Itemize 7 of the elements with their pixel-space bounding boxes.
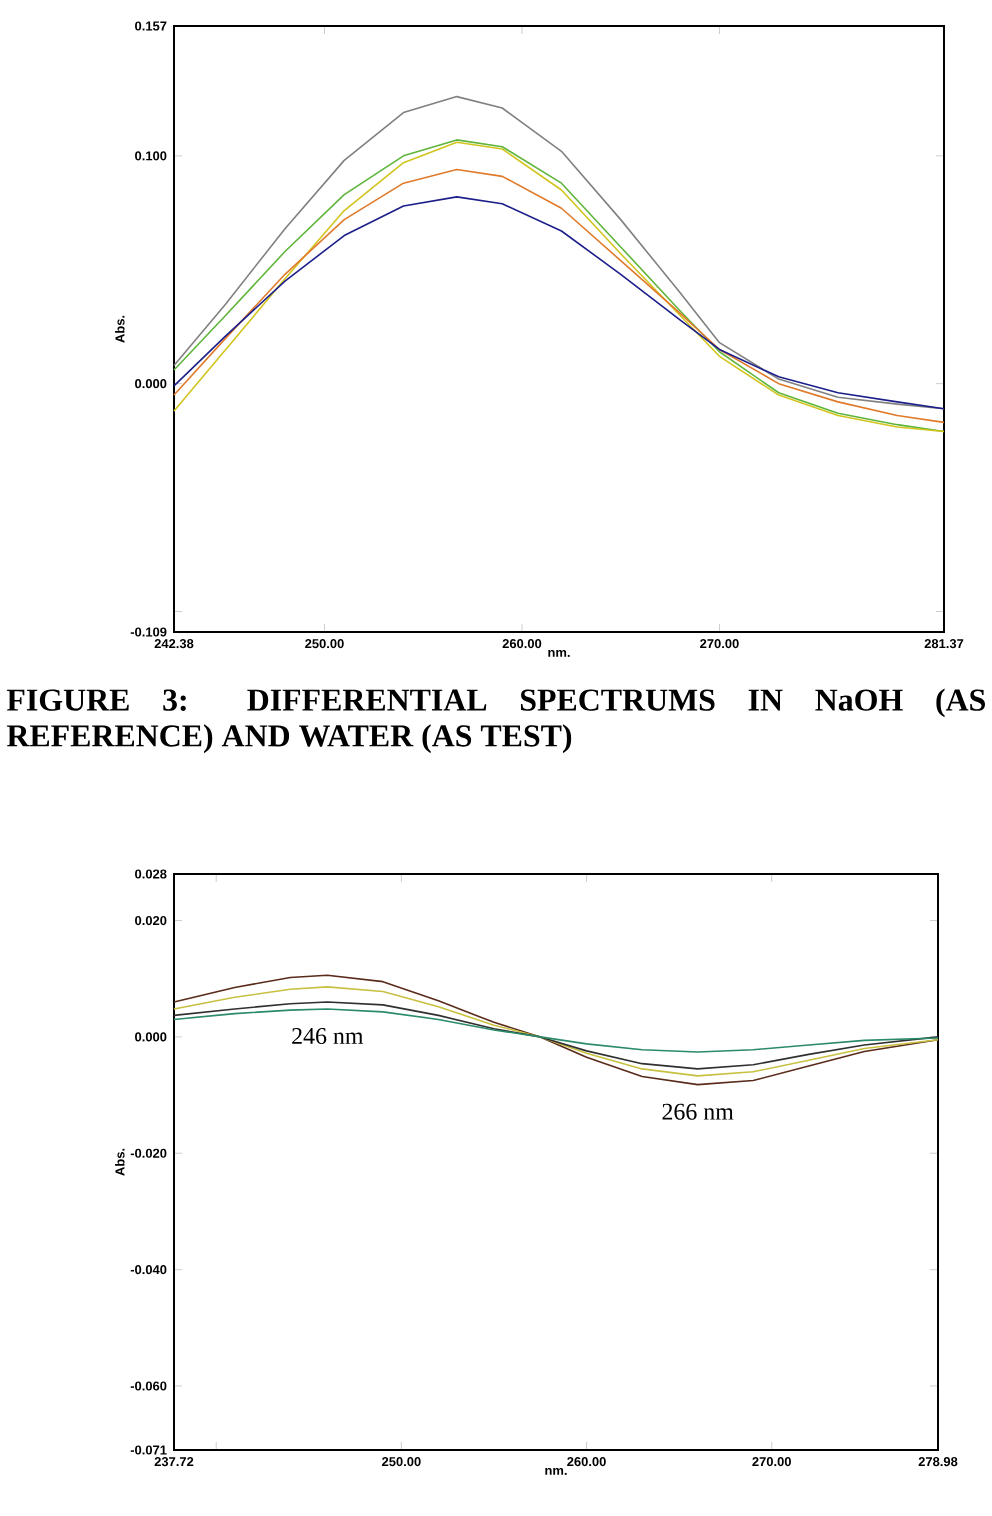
line-series [173,986,939,1077]
annotation: 246 nm [292,1028,364,1045]
line-series [173,1001,939,1070]
caption: FIGURE 3: DIFFERENTIAL SPECTRUMS IN NaOH (AS REFERENCE) AND WATER (AS TEST) [6,688,985,754]
line-series [173,196,945,410]
annotation: 266 nm [662,1103,734,1120]
line-series [173,1008,939,1053]
